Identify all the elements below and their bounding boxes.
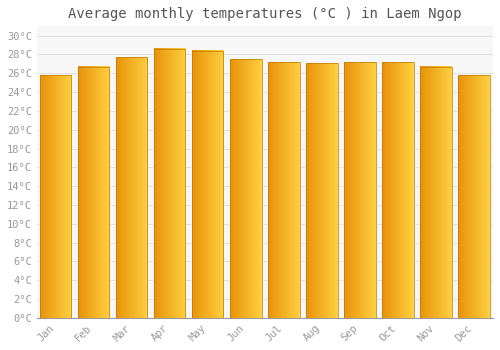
Bar [382, 62, 414, 318]
Bar [458, 75, 490, 318]
Bar [306, 63, 338, 318]
Title: Average monthly temperatures (°C ) in Laem Ngop: Average monthly temperatures (°C ) in La… [68, 7, 462, 21]
Bar [40, 75, 72, 318]
Bar [78, 67, 110, 318]
Bar [192, 51, 224, 318]
Bar [154, 49, 186, 318]
Bar [420, 67, 452, 318]
Bar [344, 62, 376, 318]
Bar [268, 62, 300, 318]
Bar [116, 57, 148, 318]
Bar [230, 59, 262, 318]
